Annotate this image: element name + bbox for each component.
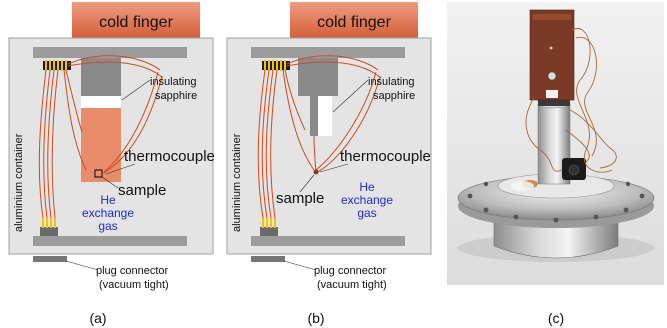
gas-label-line2: exchange <box>341 193 393 207</box>
photo-wires <box>525 27 617 173</box>
insulating-pointer <box>332 79 369 113</box>
plug-label-line1: plug connector <box>314 265 386 277</box>
sample-label: sample <box>118 182 166 199</box>
flange-bolt-holes <box>467 181 645 223</box>
gas-label-line3: gas <box>357 206 376 220</box>
thermocouple-pointer <box>105 163 136 175</box>
top-plate <box>33 47 187 58</box>
sample-label: sample <box>276 190 324 207</box>
white-residue <box>510 181 534 191</box>
plug-connector <box>251 256 285 262</box>
insulating-label-line2: sapphire <box>373 90 415 102</box>
thermocouple-label: thermocouple <box>340 148 431 165</box>
top-plate <box>251 47 405 58</box>
cold-head <box>298 58 338 96</box>
insulating-label-line1: insulating <box>150 76 196 88</box>
gas-label-line2: exchange <box>82 206 134 220</box>
sample-holder-plate <box>529 9 575 101</box>
thermocouple-label: thermocouple <box>124 148 215 165</box>
sample-pointer <box>101 176 119 189</box>
plug-pointer <box>65 260 99 271</box>
plug-label-line1: plug connector <box>96 265 168 277</box>
sample-screw-small <box>549 46 553 50</box>
cold-finger-label: cold finger <box>317 14 391 31</box>
cold-head <box>81 58 121 96</box>
sapphire-insert <box>546 90 558 98</box>
post-ring <box>538 96 570 106</box>
gas-label-line3: gas <box>98 219 117 233</box>
panel-c-photo: (c) <box>447 2 664 326</box>
cold-finger-label: cold finger <box>99 14 173 31</box>
container-label: aluminium container <box>13 133 25 232</box>
panel-b: cold finger <box>226 2 432 326</box>
wire-pins <box>264 60 286 71</box>
caption-c: (c) <box>548 310 564 326</box>
bottom-pins <box>42 218 56 228</box>
wire-pins <box>45 60 67 71</box>
sample-dot <box>313 169 319 175</box>
bottom-pin-block <box>260 227 278 236</box>
bottom-plate <box>251 236 405 246</box>
insulating-pointer <box>121 79 151 101</box>
plug-pointer <box>283 260 317 271</box>
sample-holder-highlight <box>533 14 571 20</box>
panel-a: cold finger <box>8 2 215 326</box>
insulating-sapphire-plate <box>318 96 332 136</box>
sample-screw <box>547 71 557 81</box>
gas-label-line1: He <box>100 193 116 207</box>
container-label: aluminium container <box>231 133 243 232</box>
plug-connector <box>33 256 67 262</box>
cold-finger-block <box>72 2 200 38</box>
insulating-label-line1: insulating <box>368 76 414 88</box>
bottom-plate <box>33 236 187 246</box>
wires <box>257 55 382 219</box>
thermocouple-pointer <box>319 163 349 173</box>
gas-label-line1: He <box>359 180 375 194</box>
caption-b: (b) <box>307 310 324 326</box>
insulating-sapphire-layer <box>81 96 121 108</box>
plug-label-line2: (vacuum tight) <box>317 279 387 291</box>
bottom-pins <box>262 218 276 228</box>
photo-connector-socket <box>568 164 580 176</box>
cold-finger-block <box>290 2 418 38</box>
bottom-pin-block <box>40 227 58 236</box>
plug-label-line2: (vacuum tight) <box>99 279 169 291</box>
wires <box>38 55 164 219</box>
insulating-label-line2: sapphire <box>155 90 197 102</box>
sample-pointer <box>299 174 315 193</box>
caption-a: (a) <box>89 310 106 326</box>
